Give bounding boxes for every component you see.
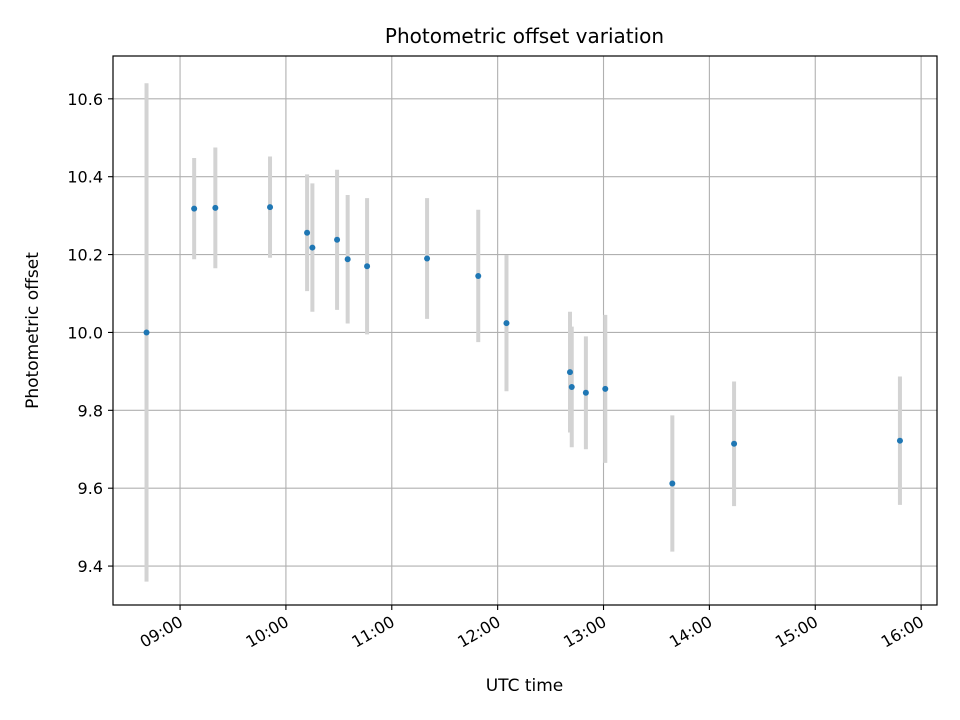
- data-point: [582, 389, 589, 396]
- y-tick-label: 9.8: [78, 401, 103, 420]
- y-tick-label: 9.6: [78, 479, 103, 498]
- data-point: [503, 320, 510, 327]
- chart-title: Photometric offset variation: [385, 24, 664, 48]
- data-point: [344, 256, 351, 263]
- data-point: [896, 437, 903, 444]
- y-tick-label: 10.0: [67, 323, 103, 342]
- data-point: [304, 229, 311, 236]
- y-tick-label: 10.6: [67, 90, 103, 109]
- data-point: [309, 244, 316, 251]
- data-point: [566, 369, 573, 376]
- plot-frame: [112, 55, 938, 606]
- data-point: [212, 204, 219, 211]
- x-axis-label: UTC time: [486, 676, 564, 696]
- data-point: [143, 329, 150, 336]
- data-point: [669, 480, 676, 487]
- y-axis-label: Photometric offset: [23, 252, 43, 409]
- data-point: [334, 236, 341, 243]
- data-point: [267, 204, 274, 211]
- y-tick-label: 9.4: [78, 557, 103, 576]
- data-points: [143, 204, 903, 487]
- data-point: [568, 383, 575, 390]
- data-point: [364, 263, 371, 270]
- data-point: [191, 205, 198, 212]
- data-point: [424, 255, 431, 262]
- y-tick-label: 10.4: [67, 168, 103, 187]
- data-point: [731, 440, 738, 447]
- data-point: [602, 385, 609, 392]
- y-tick-label: 10.2: [67, 246, 103, 265]
- y-axis-ticks: 9.4 9.6 9.8 10.0 10.2 10.4 10.6: [67, 90, 113, 576]
- data-point: [475, 272, 482, 279]
